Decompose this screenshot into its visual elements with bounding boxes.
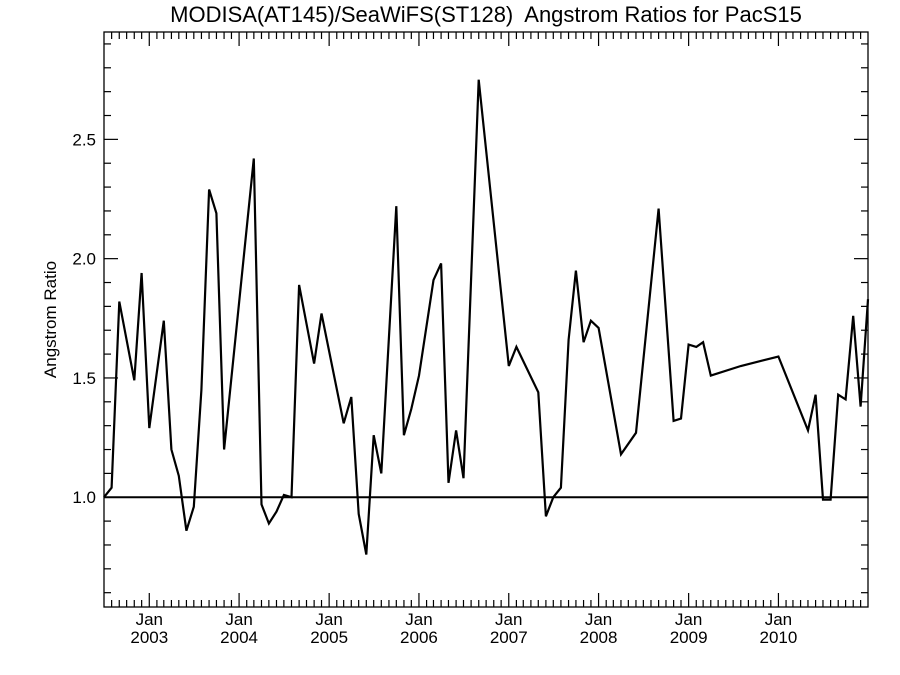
series-line [103,79,870,555]
x-tick-month-label: Jan [225,610,252,629]
x-tick-month-label: Jan [495,610,522,629]
y-tick-label: 1.0 [72,488,96,507]
x-tick-year-label: 2006 [400,628,438,647]
y-tick-label: 1.5 [72,369,96,388]
x-tick-month-label: Jan [585,610,612,629]
x-tick-year-label: 2004 [220,628,258,647]
y-tick-label: 2.5 [72,130,96,149]
x-tick-year-label: 2003 [130,628,168,647]
x-tick-year-label: 2007 [490,628,528,647]
y-axis-label: Angstrom Ratio [41,261,60,378]
x-tick-month-label: Jan [405,610,432,629]
x-tick-month-label: Jan [765,610,792,629]
x-tick-year-label: 2005 [310,628,348,647]
x-tick-year-label: 2008 [580,628,618,647]
x-tick-month-label: Jan [315,610,342,629]
x-tick-month-label: Jan [136,610,163,629]
chart-title: MODISA(AT145)/SeaWiFS(ST128) Angstrom Ra… [170,2,802,27]
y-tick-label: 2.0 [72,250,96,269]
plot-frame [103,31,869,608]
x-tick-month-label: Jan [675,610,702,629]
x-tick-year-label: 2010 [760,628,798,647]
x-tick-year-label: 2009 [670,628,708,647]
